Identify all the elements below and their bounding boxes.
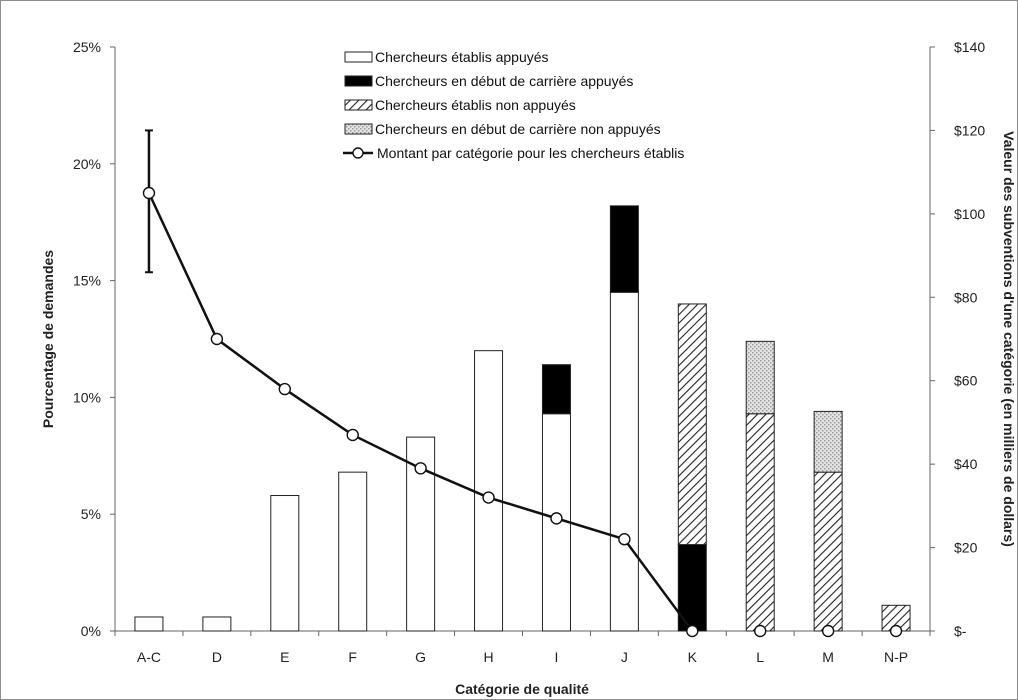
line-point <box>618 533 631 546</box>
y2-tick-label: $40 <box>954 456 978 472</box>
x-tick-label: N-P <box>884 649 908 665</box>
legend-label: Chercheurs établis appuyés <box>375 49 549 65</box>
line-point <box>142 186 156 200</box>
y-tick-label: 0% <box>81 623 101 639</box>
bar-segment <box>745 413 775 632</box>
x-tick-label: E <box>280 649 289 665</box>
legend-swatch <box>344 75 373 87</box>
bars-group <box>134 205 911 632</box>
line-point <box>686 624 699 638</box>
bar-segment <box>745 340 775 415</box>
x-axis-ticks: A-C D E F G H I J K L M N-P <box>114 631 931 665</box>
bar-segment <box>813 471 843 632</box>
legend: Chercheurs établis appuyés Chercheurs en … <box>343 49 684 161</box>
bar-segment <box>474 350 504 632</box>
x-tick-label: K <box>688 649 698 665</box>
x-tick-label: H <box>483 649 493 665</box>
line-point <box>889 624 903 638</box>
y-axis-title: Pourcentage de demandes <box>40 250 56 428</box>
y-tick-label: 25% <box>73 39 101 55</box>
legend-label: Chercheurs établis non appuyés <box>375 97 576 113</box>
y-tick-label: 10% <box>73 389 101 405</box>
bar-segment <box>541 364 571 415</box>
y2-tick-label: $120 <box>954 122 985 138</box>
bar-segment <box>609 291 639 632</box>
bar-segment <box>338 471 368 632</box>
x-tick-label: F <box>348 649 357 665</box>
y2-tick-label: $60 <box>954 373 978 389</box>
y2-tick-label: $140 <box>954 39 985 55</box>
line-point <box>210 332 224 346</box>
legend-label: Montant par catégorie pour les chercheur… <box>377 145 684 161</box>
legend-swatch <box>344 51 373 63</box>
y2-tick-label: $- <box>954 623 967 639</box>
line-point <box>346 428 359 442</box>
line-point <box>550 512 563 525</box>
y-tick-label: 15% <box>73 273 101 289</box>
y2-axis-title: Valeur des subventions d'une catégorie (… <box>1001 131 1017 547</box>
bar-segment <box>134 616 164 632</box>
bar-segment <box>202 616 232 632</box>
legend-label: Chercheurs en début de carrière appuyés <box>375 73 633 89</box>
x-axis-title: Catégorie de qualité <box>455 681 589 697</box>
bar-segment <box>677 303 707 546</box>
legend-line-marker <box>352 147 364 159</box>
legend-swatch <box>344 123 373 135</box>
x-tick-label: G <box>415 649 426 665</box>
x-tick-label: A-C <box>137 649 161 665</box>
x-tick-label: J <box>621 649 628 665</box>
x-tick-label: M <box>822 649 834 665</box>
left-axis-ticks: 0% 5% 10% 15% 20% 25% <box>73 39 115 639</box>
x-tick-label: I <box>555 649 559 665</box>
y2-tick-label: $80 <box>954 289 978 305</box>
line-point <box>482 491 495 504</box>
y-tick-label: 20% <box>73 156 101 172</box>
bar-segment <box>609 205 639 293</box>
y-tick-label: 5% <box>81 506 101 522</box>
line-series-group <box>142 129 903 638</box>
x-tick-label: L <box>756 649 764 665</box>
line-point <box>278 382 291 396</box>
line-point <box>754 624 767 638</box>
legend-swatch <box>344 99 373 111</box>
y2-tick-label: $100 <box>954 206 985 222</box>
bar-segment <box>813 410 843 473</box>
legend-label: Chercheurs en début de carrière non appu… <box>375 121 661 137</box>
bar-segment <box>270 495 300 632</box>
line-point <box>821 624 835 638</box>
line-point <box>414 462 427 475</box>
x-tick-label: D <box>212 649 222 665</box>
right-axis-ticks: $- $20 $40 $60 $80 $100 $120 $140 <box>930 39 985 639</box>
y2-tick-label: $20 <box>954 540 978 556</box>
